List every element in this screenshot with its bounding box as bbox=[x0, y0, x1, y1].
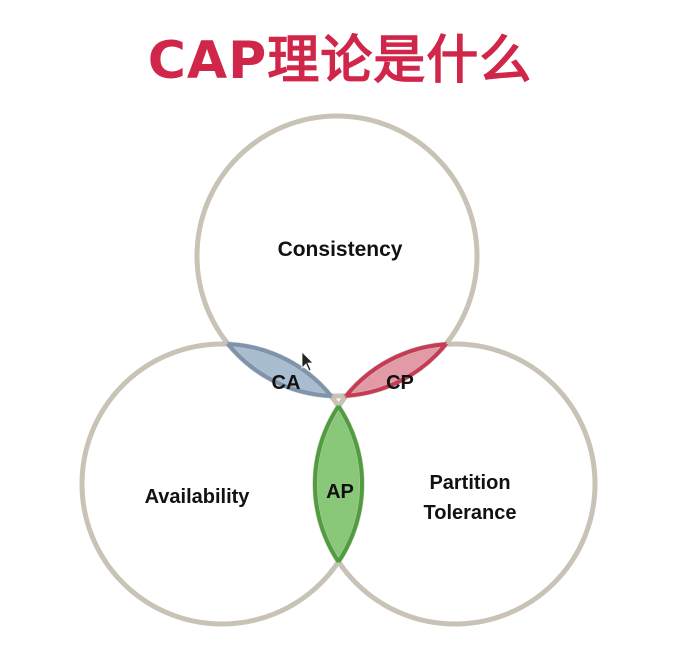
availability-label: Availability bbox=[145, 486, 251, 508]
consistency-circle bbox=[194, 113, 480, 399]
ca-label: CA bbox=[272, 372, 301, 394]
cp-label: CP bbox=[386, 372, 414, 394]
partition-label-line1: Partition bbox=[429, 472, 510, 494]
ap-border-right bbox=[313, 344, 362, 624]
ap-border-left bbox=[315, 344, 364, 624]
ap-label: AP bbox=[326, 481, 354, 503]
partition-label-line2: Tolerance bbox=[424, 502, 517, 524]
consistency-label: Consistency bbox=[278, 238, 403, 261]
mouse-cursor-icon bbox=[301, 351, 314, 372]
page-title: CAP理论是什么 bbox=[147, 31, 533, 91]
